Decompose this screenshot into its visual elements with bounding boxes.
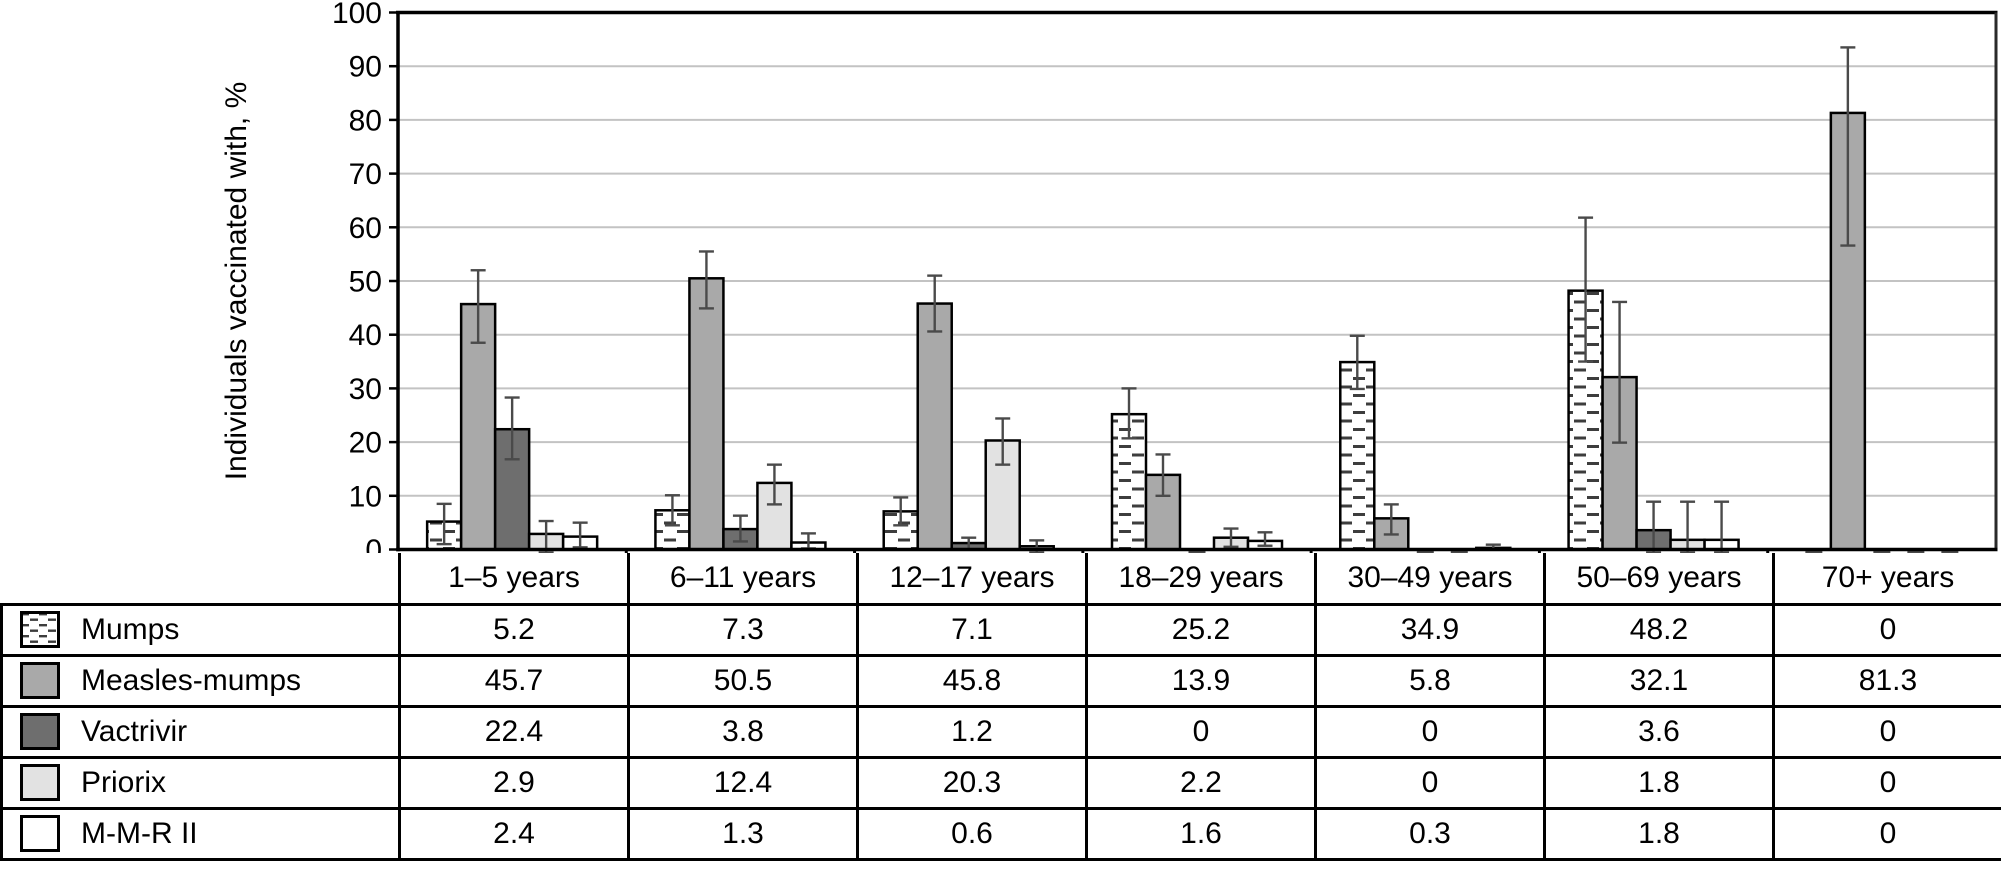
value-cell: 50.5	[627, 653, 859, 708]
legend-swatch-icon	[20, 662, 60, 699]
value-cell: 2.2	[1085, 755, 1317, 810]
value-cell: 45.7	[398, 653, 630, 708]
value-cell: 48.2	[1543, 602, 1775, 657]
bar-mumps	[1339, 360, 1376, 551]
value-cell: 2.9	[398, 755, 630, 810]
value-cell: 1.2	[856, 704, 1088, 759]
value-cell: 0.6	[856, 806, 1088, 861]
value-cell: 0	[1772, 704, 2001, 759]
legend-cell: Vactrivir	[0, 704, 401, 759]
age-group-header-cell: 1–5 years	[398, 553, 630, 606]
value-cell: 2.4	[398, 806, 630, 861]
bars	[425, 111, 1867, 551]
y-tick-label: 80	[349, 104, 382, 137]
value-cell: 1.8	[1543, 806, 1775, 861]
age-group-header-cell: 70+ years	[1772, 553, 2001, 606]
age-group-header-cell: 18–29 years	[1085, 553, 1317, 606]
y-tick-label: 20	[349, 427, 382, 460]
legend-cell: Measles-mumps	[0, 653, 401, 708]
axes: 0 10 20 30 40 50 60 70 80 90 100	[332, 0, 1998, 553]
legend-cell: M-M-R II	[0, 806, 401, 861]
value-cell: 13.9	[1085, 653, 1317, 708]
value-cell: 5.8	[1314, 653, 1546, 708]
value-cell: 25.2	[1085, 602, 1317, 657]
series-label: M-M-R II	[81, 816, 198, 850]
table-row-priorix: Priorix 2.9 12.4 20.3 2.2 0 1.8 0	[0, 755, 2001, 810]
bar-measles-mumps	[916, 302, 953, 551]
gridlines	[396, 10, 1998, 551]
value-cell: 20.3	[856, 755, 1088, 810]
table-row-mumps: Mumps 5.2 7.3 7.1 25.2 34.9 48.2 0	[0, 602, 2001, 657]
value-cell: 1.3	[627, 806, 859, 861]
series-label: Measles-mumps	[81, 663, 302, 697]
age-group-header-cell: 30–49 years	[1314, 553, 1546, 606]
value-cell: 34.9	[1314, 602, 1546, 657]
y-tick-label: 70	[349, 158, 382, 191]
data-table: 1–5 years 6–11 years 12–17 years 18–29 year…	[0, 553, 2001, 861]
age-group-header-cell: 6–11 years	[627, 553, 859, 606]
value-cell: 12.4	[627, 755, 859, 810]
legend-cell: Priorix	[0, 755, 401, 810]
value-cell: 1.6	[1085, 806, 1317, 861]
value-cell: 0	[1772, 806, 2001, 861]
bar-priorix	[756, 481, 793, 551]
table-corner-blank	[1, 553, 400, 604]
value-cell: 3.6	[1543, 704, 1775, 759]
y-tick-label: 100	[332, 0, 382, 30]
y-tick-label: 10	[349, 480, 382, 513]
y-tick-label: 30	[349, 373, 382, 406]
value-cell: 3.8	[627, 704, 859, 759]
value-cell: 7.3	[627, 602, 859, 657]
value-cell: 0	[1085, 704, 1317, 759]
series-label: Vactrivir	[81, 714, 188, 748]
legend-swatch-icon	[20, 764, 60, 801]
legend-swatch-pattern-icon	[20, 611, 60, 648]
value-cell: 5.2	[398, 602, 630, 657]
value-cell: 22.4	[398, 704, 630, 759]
value-cell: 1.8	[1543, 755, 1775, 810]
bar-measles-mumps	[688, 277, 725, 551]
grouped-bar-chart: 0 10 20 30 40 50 60 70 80 90 100 Individuals vacci…	[220, 0, 1998, 553]
value-cell: 81.3	[1772, 653, 2001, 708]
value-cell: 45.8	[856, 653, 1088, 708]
y-tick-label: 50	[349, 266, 382, 299]
table-row-vactrivir: Vactrivir 22.4 3.8 1.2 0 0 3.6 0	[0, 704, 2001, 759]
age-group-header-cell: 50–69 years	[1543, 553, 1775, 606]
age-group-header-row: 1–5 years 6–11 years 12–17 years 18–29 year…	[1, 553, 2001, 606]
series-label: Priorix	[81, 765, 167, 799]
value-cell: 0	[1772, 755, 2001, 810]
legend-swatch-icon	[20, 815, 60, 852]
table-row-measles-mumps: Measles-mumps 45.7 50.5 45.8 13.9 5.8 32.1 81.3	[0, 653, 2001, 708]
value-cell: 0	[1314, 755, 1546, 810]
table-row-m-m-r-ii: M-M-R II 2.4 1.3 0.6 1.6 0.3 1.8 0	[0, 806, 2001, 861]
age-group-header-cell: 12–17 years	[856, 553, 1088, 606]
value-cell: 0	[1314, 704, 1546, 759]
y-tick-label: 0	[365, 534, 382, 553]
series-label: Mumps	[81, 612, 180, 646]
value-cell: 32.1	[1543, 653, 1775, 708]
y-tick-label: 90	[349, 51, 382, 84]
value-cell: 0.3	[1314, 806, 1546, 861]
error-bars	[436, 46, 1959, 553]
value-cell: 7.1	[856, 602, 1088, 657]
y-axis-title: Individuals vaccinated with, %	[220, 82, 253, 481]
y-tick-label: 60	[349, 212, 382, 245]
legend-cell: Mumps	[0, 602, 401, 657]
legend-swatch-icon	[20, 713, 60, 750]
value-cell: 0	[1772, 602, 2001, 657]
y-tick-label: 40	[349, 319, 382, 352]
